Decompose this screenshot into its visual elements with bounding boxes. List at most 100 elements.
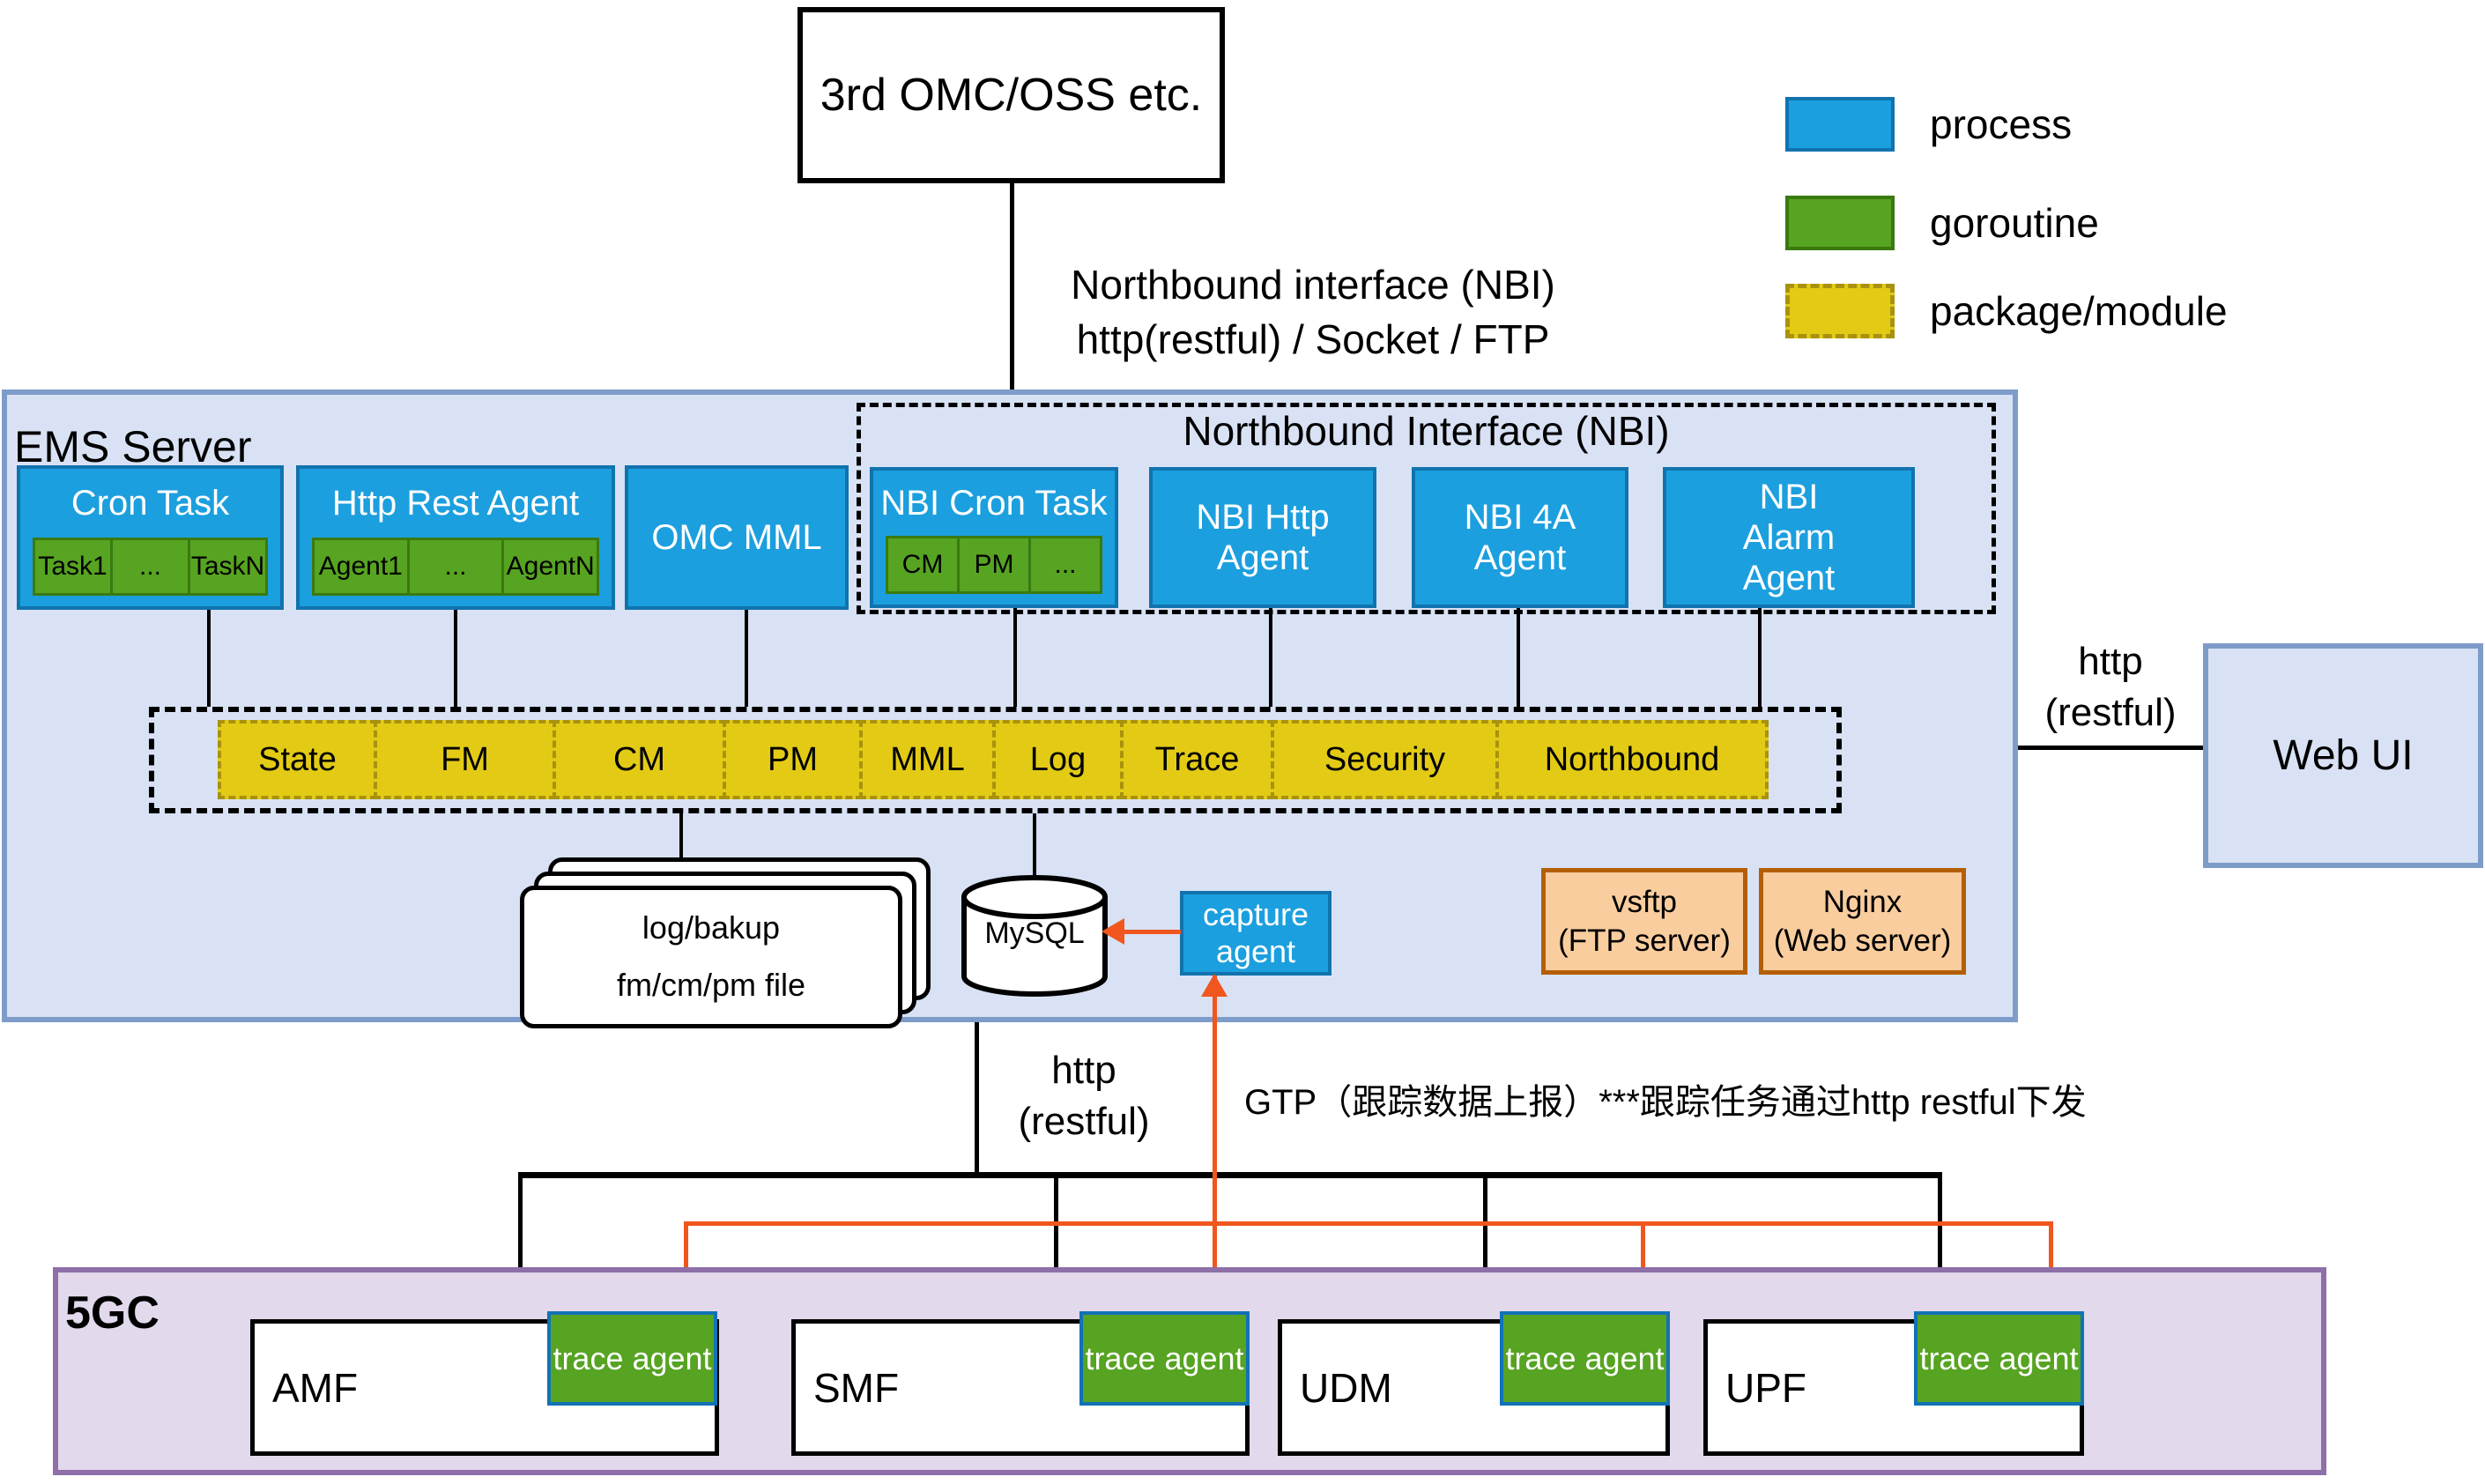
trace-agent-label: trace agent — [1505, 1339, 1665, 1376]
link-modules-files — [679, 813, 683, 890]
legend-row-package: package/module — [1785, 284, 2385, 338]
nbi-alarm-agent-label: NBI Alarm Agent — [1742, 478, 1836, 597]
capture-agent-box: capture agent — [1180, 891, 1332, 976]
module-pm: PM — [723, 720, 863, 799]
nbi-link-line1: Northbound interface (NBI) — [1071, 262, 1555, 308]
web-ui-box: Web UI — [2203, 643, 2483, 868]
cron-task-label: Cron Task — [70, 484, 230, 523]
nginx-server-box: Nginx (Web server) — [1759, 868, 1966, 975]
cron-task-goroutines: Task1 ... TaskN — [33, 538, 268, 596]
capture-agent-label: capture agent — [1202, 896, 1309, 969]
goroutine-cell: Agent1 — [312, 538, 410, 596]
http-rest-agent-label: Http Rest Agent — [331, 484, 580, 523]
module-group-box — [149, 707, 1842, 813]
goroutine-cell: ... — [110, 538, 190, 596]
link-nbi-http-agent-modules — [1269, 608, 1272, 707]
nbi-link-line2: http(restful) / Socket / FTP — [1076, 316, 1550, 362]
trace-agent-label: trace agent — [1085, 1339, 1244, 1376]
goroutine-cell: TaskN — [188, 538, 268, 596]
third-party-omc-oss-box: 3rd OMC/OSS etc. — [797, 7, 1225, 183]
nf-label: AMF — [272, 1364, 359, 1411]
legend-row-process: process — [1785, 97, 2385, 152]
database-cylinder-icon — [961, 875, 1108, 997]
module-northbound: Northbound — [1495, 720, 1769, 799]
nf-box-udm: UDM — [1278, 1319, 1670, 1456]
link-omc-mml-modules — [745, 610, 748, 707]
trace-agent-label: trace agent — [1919, 1339, 2079, 1376]
goroutine-cell: CM — [886, 536, 960, 594]
module-mml: MML — [859, 720, 996, 799]
gtp-link-amf-trace — [684, 1221, 688, 1311]
legend-process-label: process — [1930, 101, 2073, 147]
trace-agent-amf: trace agent — [547, 1311, 717, 1406]
south-http-label: http (restful) — [996, 1045, 1172, 1147]
webui-link-label: http (restful) — [2022, 636, 2199, 738]
module-fm: FM — [374, 720, 556, 799]
south-http-line2: (restful) — [1018, 1100, 1150, 1143]
nbi-link-label: Northbound interface (NBI) http(restful)… — [1013, 257, 1613, 367]
file-stack-line2: fm/cm/pm file — [616, 966, 805, 1003]
nbi-group-box — [857, 403, 1996, 614]
webui-link-line2: (restful) — [2044, 691, 2177, 734]
link-ems-webui — [2018, 746, 2203, 750]
omc-mml-label: OMC MML — [651, 518, 822, 557]
link-cron-task-modules — [207, 610, 211, 707]
goroutine-swatch-icon — [1785, 196, 1895, 250]
link-http-rest-agent-modules — [454, 610, 457, 707]
legend-package-label: package/module — [1930, 288, 2228, 334]
link-3rd-to-ems — [1010, 183, 1014, 390]
file-stack-line1: log/bakup — [642, 909, 781, 946]
nbi-4a-agent-process-box: NBI 4A Agent — [1412, 467, 1628, 608]
legend-goroutine-label: goroutine — [1930, 200, 2099, 246]
link-modules-mysql — [1033, 813, 1036, 879]
http-rest-agent-process-box: Http Rest Agent Agent1 ... AgentN — [296, 465, 615, 610]
link-nbi-cron-task-modules — [1013, 608, 1017, 707]
nbi-cron-task-goroutines: CM PM ... — [886, 536, 1102, 594]
gtp-bus — [684, 1221, 2053, 1226]
nbi-http-agent-process-box: NBI Http Agent — [1149, 467, 1376, 608]
trace-agent-udm: trace agent — [1500, 1311, 1670, 1406]
arrow-up-icon — [1201, 974, 1228, 997]
nf-label: UPF — [1725, 1364, 1806, 1411]
vsftp-name: vsftp — [1612, 884, 1677, 919]
module-bus: State FM CM PM MML Log Trace Security No… — [218, 720, 1797, 799]
module-security: Security — [1271, 720, 1499, 799]
nf-label: UDM — [1300, 1364, 1392, 1411]
nf-label: SMF — [813, 1364, 900, 1411]
nbi-cron-task-label: NBI Cron Task — [880, 484, 1108, 523]
gtp-link-udm-trace — [1641, 1221, 1645, 1311]
goroutine-cell: AgentN — [501, 538, 600, 596]
webui-link-line1: http — [2078, 640, 2143, 683]
nbi-group-title: Northbound Interface (NBI) — [1183, 408, 1670, 454]
cron-task-process-box: Cron Task Task1 ... TaskN — [17, 465, 284, 610]
package-swatch-icon — [1785, 284, 1895, 338]
trace-agent-smf: trace agent — [1079, 1311, 1250, 1406]
module-log: Log — [992, 720, 1124, 799]
mysql-label: MySQL — [984, 916, 1085, 950]
five-gc-title: 5GC — [65, 1287, 159, 1339]
vsftp-desc: (FTP server) — [1558, 923, 1731, 958]
trace-agent-label: trace agent — [553, 1339, 712, 1376]
link-nbi-alarm-agent-modules — [1758, 608, 1762, 707]
link-bus-amf — [518, 1172, 523, 1319]
goroutine-cell: ... — [1028, 536, 1102, 594]
file-stack-front-icon: log/bakup fm/cm/pm file — [520, 886, 902, 1028]
trace-agent-upf: trace agent — [1914, 1311, 2084, 1406]
goroutine-cell: Task1 — [33, 538, 113, 596]
nbi-cron-task-process-box: NBI Cron Task CM PM ... — [870, 467, 1118, 608]
process-swatch-icon — [1785, 97, 1895, 152]
gtp-note: GTP（跟踪数据上报）***跟踪任务通过http restful下发 — [1244, 1083, 2087, 1122]
link-ems-5gc-trunk — [975, 1022, 979, 1177]
third-party-label: 3rd OMC/OSS etc. — [820, 70, 1203, 121]
goroutine-cell: PM — [957, 536, 1031, 594]
link-bus-smf — [1054, 1172, 1058, 1319]
link-capture-to-mysql — [1123, 930, 1181, 934]
web-ui-label: Web UI — [2273, 732, 2414, 779]
nbi-alarm-agent-process-box: NBI Alarm Agent — [1663, 467, 1915, 608]
nbi-4a-agent-label: NBI 4A Agent — [1464, 498, 1576, 577]
legend-row-goroutine: goroutine — [1785, 196, 2385, 250]
ems-server-title: EMS Server — [14, 422, 252, 471]
module-trace: Trace — [1120, 720, 1274, 799]
link-nbi-4a-agent-modules — [1517, 608, 1520, 707]
vsftp-server-box: vsftp (FTP server) — [1541, 868, 1747, 975]
